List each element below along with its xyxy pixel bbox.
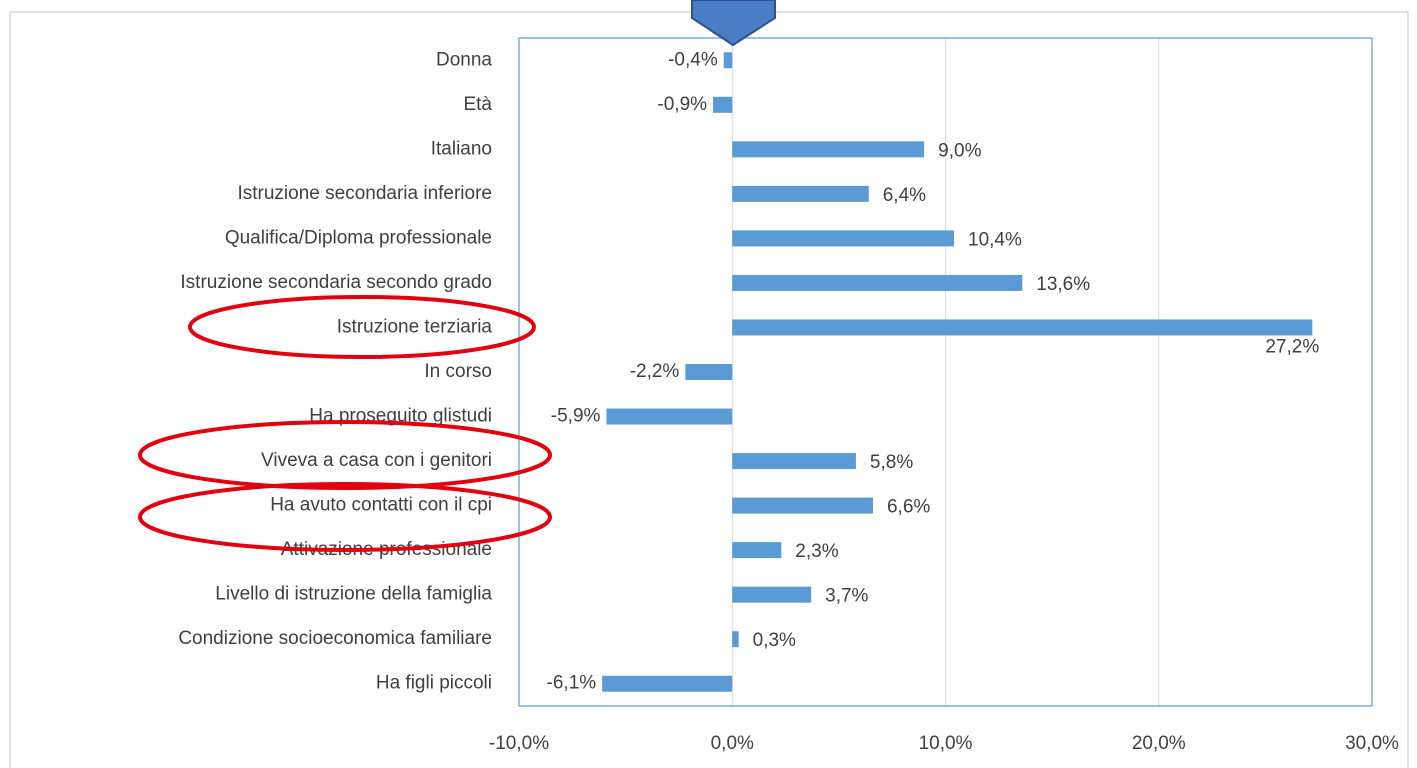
data-label: 2,3%	[795, 541, 838, 562]
y-tick-label: Viveva a casa con i genitori	[261, 450, 492, 471]
y-tick-label: Istruzione terziaria	[337, 316, 493, 337]
data-label: -5,9%	[551, 406, 601, 427]
data-label: 10,4%	[968, 229, 1022, 250]
highlight-ellipse	[138, 482, 552, 552]
y-tick-label: Italiano	[431, 138, 492, 159]
bar	[732, 586, 812, 603]
data-label: 3,7%	[825, 586, 868, 607]
data-label: -2,2%	[630, 361, 680, 382]
y-tick-label: Ha figli piccoli	[376, 673, 492, 694]
highlight-ellipse	[188, 295, 536, 359]
data-label: -0,4%	[668, 49, 718, 70]
y-tick-label: Donna	[436, 49, 492, 70]
x-tick-label: 0,0%	[711, 733, 754, 754]
y-tick-label: Istruzione secondaria inferiore	[237, 183, 492, 204]
data-label: 27,2%	[1265, 336, 1319, 357]
y-tick-label: In corso	[424, 361, 492, 382]
y-tick-label: Istruzione secondaria secondo grado	[180, 272, 492, 293]
data-label: 9,0%	[938, 140, 981, 161]
plot-border	[518, 37, 1373, 707]
x-tick-label: -10,0%	[489, 733, 549, 754]
bar	[606, 408, 733, 425]
data-label: -0,9%	[657, 94, 707, 115]
arrow-shape	[691, 0, 776, 47]
bar	[732, 141, 925, 158]
y-tick-label: Qualifica/Diploma professionale	[225, 227, 492, 248]
bar	[732, 230, 955, 247]
data-label: 13,6%	[1036, 274, 1090, 295]
bar	[732, 497, 873, 514]
data-label: -6,1%	[547, 673, 597, 694]
bar	[732, 631, 739, 648]
bar	[713, 96, 733, 113]
bar	[732, 185, 869, 202]
y-tick-label: Ha avuto contatti con il cpi	[270, 495, 492, 516]
bar	[723, 52, 733, 69]
data-label: 6,4%	[883, 185, 926, 206]
data-label: 0,3%	[753, 630, 796, 651]
bar	[685, 364, 733, 380]
bar	[602, 675, 733, 692]
highlight-ellipse	[138, 420, 552, 490]
x-tick-label: 30,0%	[1345, 733, 1399, 754]
bar	[732, 542, 782, 559]
x-tick-label: 20,0%	[1132, 733, 1186, 754]
bar	[732, 274, 1023, 291]
chart-frame	[9, 11, 1409, 768]
y-tick-label: Livello di istruzione della famiglia	[215, 584, 492, 605]
y-tick-label: Età	[463, 94, 492, 115]
bar	[732, 319, 1313, 336]
data-label: 5,8%	[870, 452, 913, 473]
plot-area: -10,0% 0,0% 10,0% 20,0% 30,0% Donna -0,4% Età -0…	[178, 38, 1399, 754]
y-tick-label: Condizione socioeconomica familiare	[178, 628, 492, 649]
x-tick-label: 10,0%	[919, 733, 973, 754]
bar	[732, 453, 856, 470]
data-label: 6,6%	[887, 497, 930, 518]
